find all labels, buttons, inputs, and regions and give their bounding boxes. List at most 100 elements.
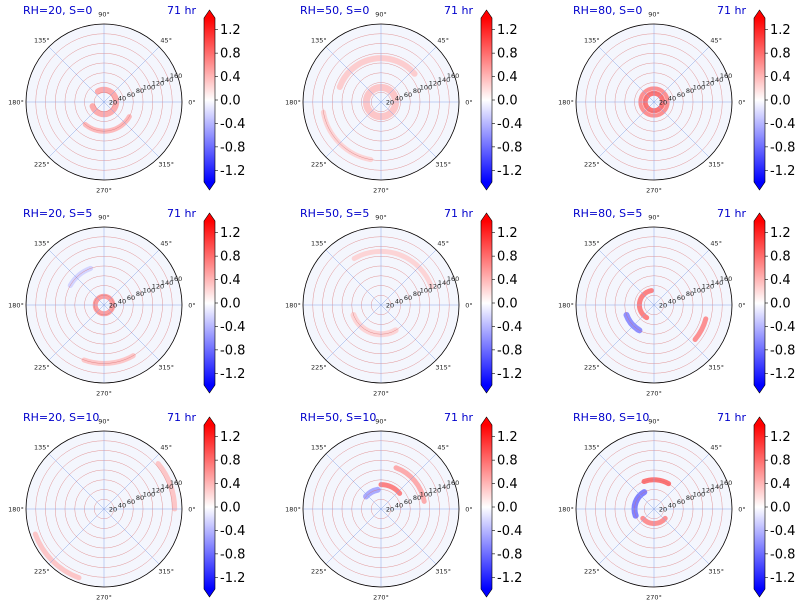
angle-tick-label: 45° <box>160 239 172 247</box>
radial-tick-label: 20 <box>109 98 117 106</box>
colorbar-tick-label: 0.4 <box>770 273 791 288</box>
colorbar-tick-label: -0.4 <box>497 117 522 132</box>
angle-tick-label: 0° <box>188 506 195 514</box>
colorbar-extend-min <box>754 385 765 393</box>
radial-tick-label: 20 <box>659 505 667 513</box>
panel-time-label: 71 hr <box>717 207 746 220</box>
angle-tick-label: 270° <box>646 390 662 398</box>
radial-tick-label: 120 <box>429 487 441 495</box>
colorbar-tick-label: -1.2 <box>770 164 795 179</box>
angular-gridline <box>653 453 710 510</box>
radial-tick-label: 40 <box>668 502 676 510</box>
radial-tick-label: 40 <box>118 95 126 103</box>
colorbar-outline <box>480 9 493 191</box>
colorbar-tick-label: 1.2 <box>220 226 241 241</box>
angle-tick-label: 270° <box>373 594 389 602</box>
angle-tick-label: 45° <box>710 239 722 247</box>
colorbar-tick-label: 1.2 <box>220 430 241 445</box>
colorbar-tick-label: -0.8 <box>497 547 522 562</box>
colorbar-tick-label: -0.4 <box>220 117 245 132</box>
colorbar-tick-label: -1.2 <box>220 367 245 382</box>
polar-frame <box>302 226 460 384</box>
angular-gridline <box>598 249 655 306</box>
radial-tick-label: 160 <box>447 479 459 487</box>
radial-tick-label: 160 <box>720 275 732 283</box>
colorbar: 1.2 0.8 0.4 0.0 -0.4 -0.8 -1.2 <box>753 212 795 394</box>
colorbar-tick-label: 0.8 <box>770 47 791 62</box>
angle-tick-label: 315° <box>435 364 451 372</box>
angle-tick-label: 45° <box>437 36 449 44</box>
angular-gridline <box>325 304 382 361</box>
colorbar: 1.2 0.8 0.4 0.0 -0.4 -0.8 -1.2 <box>480 9 522 191</box>
angular-gridline <box>325 46 382 103</box>
angle-tick-label: 315° <box>158 568 174 576</box>
radial-tick-label: 60 <box>404 91 412 99</box>
colorbar-tick-label: 0.4 <box>770 70 791 85</box>
colorbar-tick-label: 1.2 <box>770 430 791 445</box>
angle-tick-label: 180° <box>8 506 24 514</box>
angle-tick-label: 270° <box>373 187 389 195</box>
angle-tick-label: 135° <box>34 443 50 451</box>
colorbar-tick-label: 0.8 <box>497 454 518 469</box>
colorbar-tick-label: 0.8 <box>497 47 518 62</box>
colorbar-tick-label: -0.8 <box>497 140 522 155</box>
angle-tick-label: 135° <box>34 239 50 247</box>
angle-tick-label: 315° <box>435 161 451 169</box>
angle-tick-label: 225° <box>584 161 600 169</box>
panel-time-label: 71 hr <box>167 4 196 17</box>
colorbar-tick-label: 0.4 <box>497 273 518 288</box>
colorbar-outline <box>480 212 493 394</box>
colorbar-tick-label: 0.4 <box>220 273 241 288</box>
angle-tick-label: 180° <box>8 302 24 310</box>
radial-tick-label: 60 <box>404 498 412 506</box>
panel-title: RH=50, S=0 <box>300 4 369 17</box>
angle-tick-label: 225° <box>311 161 327 169</box>
colorbar-tick-label: 0.4 <box>220 70 241 85</box>
angular-gridline <box>48 508 105 565</box>
colorbar-tick-label: 1.2 <box>497 226 518 241</box>
angle-tick-label: 225° <box>34 568 50 576</box>
colorbar-tick-label: 0.0 <box>497 297 518 312</box>
angle-tick-label: 270° <box>646 594 662 602</box>
angle-tick-label: 0° <box>465 99 472 107</box>
radial-tick-label: 80 <box>413 87 421 95</box>
radial-tick-label: 60 <box>677 91 685 99</box>
colorbar-extend-max <box>754 10 765 18</box>
angle-tick-label: 90° <box>98 418 110 426</box>
colorbar-extend-min <box>481 589 492 597</box>
radial-tick-label: 20 <box>659 301 667 309</box>
radial-tick-label: 160 <box>720 72 732 80</box>
colorbar-tick-label: 0.4 <box>497 70 518 85</box>
field-arc <box>89 86 120 118</box>
radial-tick-label: 80 <box>686 290 694 298</box>
colorbar-tick-label: -0.4 <box>770 524 795 539</box>
angle-tick-label: 315° <box>708 161 724 169</box>
angular-gridline <box>325 508 382 565</box>
radial-tick-label: 20 <box>386 301 394 309</box>
radial-tick-label: 160 <box>447 72 459 80</box>
radial-tick-label: 20 <box>659 98 667 106</box>
angle-tick-label: 45° <box>710 36 722 44</box>
angular-gridline <box>48 46 105 103</box>
angle-tick-label: 0° <box>188 99 195 107</box>
colorbar: 1.2 0.8 0.4 0.0 -0.4 -0.8 -1.2 <box>753 9 795 191</box>
radial-tick-label: 100 <box>693 83 705 91</box>
angle-tick-label: 270° <box>96 390 112 398</box>
polar-panel: 0°45°90°135°180°225°270°315°20 40 60 801001… <box>8 4 245 195</box>
radial-tick-label: 100 <box>143 286 155 294</box>
radial-tick-label: 140 <box>161 279 173 287</box>
angle-tick-label: 180° <box>558 302 574 310</box>
angle-tick-label: 0° <box>465 302 472 310</box>
colorbar-extend-min <box>754 589 765 597</box>
angular-gridline <box>103 46 160 103</box>
colorbar-extend-max <box>481 417 492 425</box>
radial-tick-label: 120 <box>429 283 441 291</box>
angular-gridline <box>103 101 160 158</box>
radial-tick-label: 140 <box>711 279 723 287</box>
angular-gridline <box>653 101 710 158</box>
radial-tick-label: 100 <box>143 83 155 91</box>
angle-tick-label: 0° <box>188 302 195 310</box>
colorbar-extend-min <box>204 385 215 393</box>
field-arc <box>336 55 418 90</box>
colorbar-tick-label: 0.8 <box>770 454 791 469</box>
